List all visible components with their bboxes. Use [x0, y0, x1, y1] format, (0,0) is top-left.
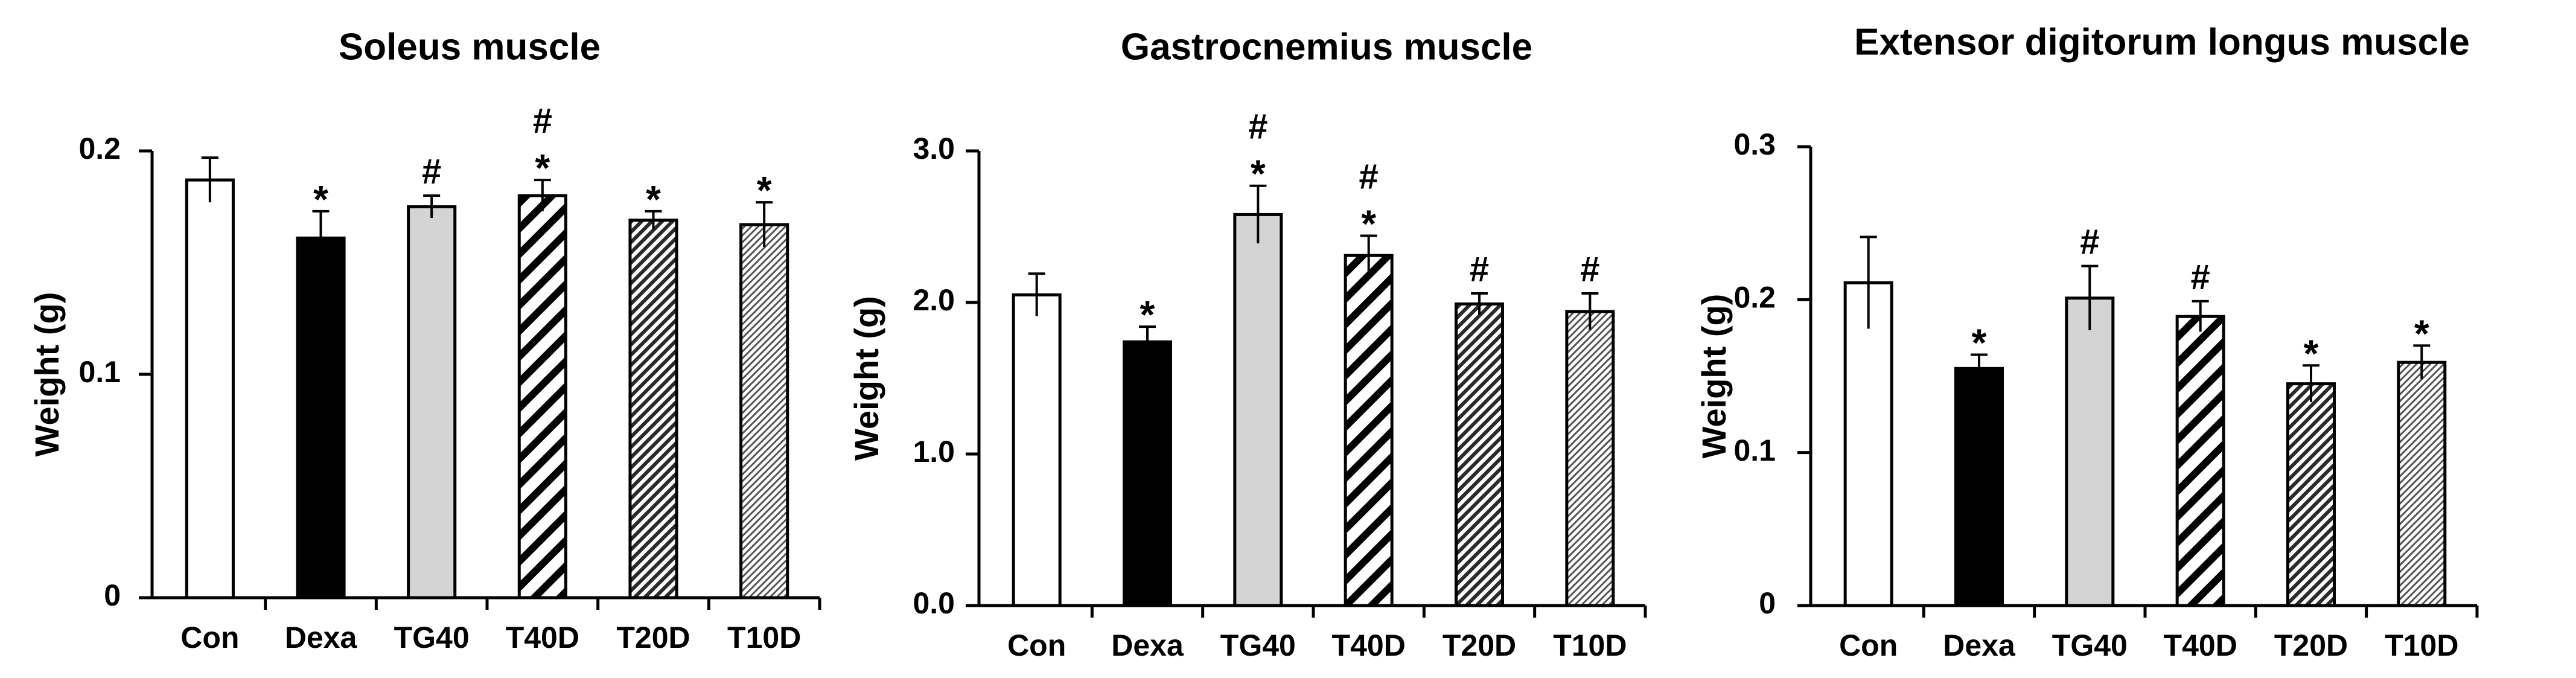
x-tick-label: TG40 — [2052, 628, 2128, 662]
significance-hash: # — [1359, 158, 1379, 197]
significance-star: * — [1251, 152, 1266, 196]
bar-dexa — [1123, 340, 1172, 607]
significance-hash: # — [2080, 223, 2099, 262]
significance-hash: # — [1580, 250, 1599, 289]
y-axis-label: Weight (g) — [1695, 294, 1733, 459]
bar-tg40 — [2065, 296, 2115, 607]
significance-hash: # — [533, 101, 552, 141]
x-tick-label: Con — [180, 621, 239, 654]
bar-dexa — [296, 236, 346, 600]
chart-title: Gastrocnemius muscle — [1121, 26, 1532, 68]
x-tick-label: T40D — [2164, 628, 2237, 662]
y-tick-label: 0.1 — [1733, 433, 1776, 467]
chart-title: Extensor digitorum longus muscle — [1854, 21, 2470, 63]
bar-t20d — [1455, 302, 1504, 607]
bar-t40d — [517, 194, 567, 600]
y-tick-label: 0.2 — [1733, 281, 1776, 315]
y-tick-label: 2.0 — [913, 283, 955, 317]
bar-t10d — [739, 223, 789, 600]
x-tick-label: Con — [1007, 628, 1066, 662]
significance-star: * — [535, 146, 550, 190]
significance-hash: # — [2191, 258, 2210, 297]
significance-hash: # — [422, 152, 441, 191]
x-tick-label: Dexa — [1111, 628, 1184, 662]
x-tick-label: T10D — [727, 621, 801, 654]
bar-t10d — [1565, 310, 1615, 607]
bar-t10d — [2397, 360, 2447, 607]
bar-t40d — [2175, 315, 2225, 607]
y-tick-label: 0.0 — [913, 586, 955, 620]
x-tick-label: T10D — [1553, 628, 1627, 662]
significance-star: * — [757, 168, 772, 212]
chart-panel-1: Soleus muscle Weight (g) 0 0.1 0.2 Con Dexa * TG… — [28, 26, 821, 654]
y-tick-label: 1.0 — [913, 435, 955, 469]
x-tick-label: T20D — [2274, 628, 2348, 662]
y-tick-label: 0 — [1759, 586, 1776, 620]
chart-panel-2: Gastrocnemius muscle Weight (g) 0.0 1.0 2.0 3… — [847, 26, 1647, 662]
bar-t20d — [628, 219, 678, 600]
significance-star: * — [313, 177, 328, 221]
bar-dexa — [1954, 366, 2004, 607]
bar-tg40 — [1233, 213, 1283, 607]
significance-star: * — [1972, 321, 1987, 365]
x-tick-label: T20D — [616, 621, 690, 654]
bar-con — [185, 178, 235, 600]
significance-hash: # — [1470, 250, 1489, 289]
y-tick-label: 0.3 — [1733, 127, 1776, 161]
x-tick-label: T40D — [1332, 628, 1406, 662]
significance-star: * — [1140, 293, 1155, 336]
y-tick-label: 0.2 — [78, 132, 121, 165]
x-tick-label: Dexa — [285, 621, 358, 654]
significance-star: * — [2304, 331, 2319, 375]
chart-panel-3: Extensor digitorum longus muscle Weight (… — [1695, 21, 2479, 662]
bar-con — [1843, 281, 1893, 607]
bar-t40d — [1344, 254, 1394, 607]
y-tick-label: 3.0 — [913, 132, 955, 165]
chart-title: Soleus muscle — [339, 26, 601, 68]
significance-star: * — [646, 177, 661, 221]
bar-t20d — [2286, 382, 2336, 607]
x-tick-label: Con — [1839, 628, 1898, 662]
y-axis-label: Weight (g) — [28, 292, 66, 457]
significance-star: * — [1361, 202, 1376, 246]
bar-tg40 — [407, 205, 457, 600]
x-tick-label: T10D — [2385, 628, 2458, 662]
x-tick-label: Dexa — [1943, 628, 2016, 662]
bar-con — [1012, 293, 1062, 607]
x-tick-label: TG40 — [394, 621, 470, 654]
y-tick-label: 0.1 — [78, 355, 121, 389]
x-tick-label: T20D — [1443, 628, 1516, 662]
y-tick-label: 0 — [104, 578, 121, 612]
x-tick-label: TG40 — [1220, 628, 1296, 662]
x-tick-label: T40D — [506, 621, 579, 654]
significance-hash: # — [1248, 107, 1267, 147]
significance-star: * — [2414, 312, 2429, 355]
y-axis-label: Weight (g) — [847, 296, 885, 461]
